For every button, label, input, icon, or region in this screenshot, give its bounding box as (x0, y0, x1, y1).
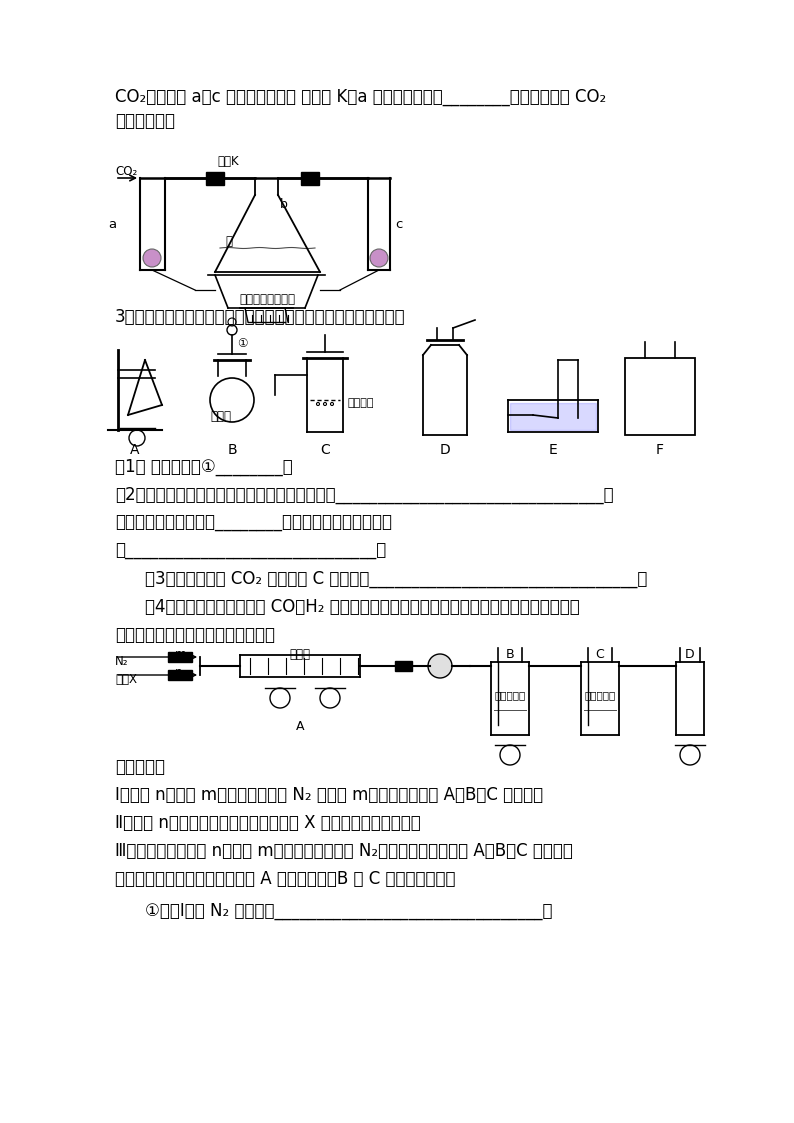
Text: D: D (440, 442, 450, 457)
Text: 气体X: 气体X (115, 673, 137, 686)
Text: m: m (175, 648, 187, 661)
Bar (168, 652, 192, 661)
Text: 无水硫酸铜: 无水硫酸铜 (495, 690, 526, 700)
Text: 干燥紫色石蕊纸花: 干燥紫色石蕊纸花 (239, 293, 295, 305)
Text: B: B (506, 648, 515, 661)
Text: C: C (320, 442, 330, 457)
Text: D: D (685, 648, 695, 661)
Text: a: a (108, 218, 116, 231)
Bar (625, 358, 695, 435)
Text: Ⅲ、停止加热，关闭 n，打开 m，再通一段时间的 N₂。再次分别称量装置 A、B、C 的质量，: Ⅲ、停止加热，关闭 n，打开 m，再通一段时间的 N₂。再次分别称量装置 A、B… (115, 842, 573, 860)
Bar (395, 661, 412, 672)
Text: A: A (130, 442, 140, 457)
Text: 称量结果前后对比，发现反应后 A 处质量减少，B 和 C 处质量都增加。: 称量结果前后对比，发现反应后 A 处质量减少，B 和 C 处质量都增加。 (115, 870, 456, 888)
Text: 棉花团: 棉花团 (210, 410, 231, 423)
Text: 要收集纯净的氧气选用________装置，反应的化学方程式: 要收集纯净的氧气选用________装置，反应的化学方程式 (115, 514, 392, 532)
Circle shape (143, 249, 161, 267)
Bar (168, 670, 192, 681)
Text: 气密性良好，每一步均能完全反应）: 气密性良好，每一步均能完全反应） (115, 626, 275, 643)
Text: 氧化铜: 氧化铜 (290, 648, 310, 661)
Text: 水: 水 (225, 235, 232, 248)
Text: ①步骤Ⅰ中通 N₂ 的目的是________________________________。: ①步骤Ⅰ中通 N₂ 的目的是__________________________… (145, 902, 553, 920)
Text: F: F (656, 442, 664, 457)
Text: 为______________________________。: 为______________________________。 (115, 542, 386, 560)
Circle shape (428, 654, 452, 678)
Bar (206, 172, 224, 185)
Text: 多孔隔板: 多孔隔板 (347, 398, 373, 408)
Text: Ⅰ、关闭 n，打开 m，通入一段时间 N₂ 后关闭 m。分别称量装置 A、B、C 的质量。: Ⅰ、关闭 n，打开 m，通入一段时间 N₂ 后关闭 m。分别称量装置 A、B、C… (115, 786, 543, 804)
Text: （3）实验室制取 CO₂ 选用装置 C 的优点是________________________________。: （3）实验室制取 CO₂ 选用装置 C 的优点是________________… (145, 570, 647, 588)
Text: Ⅱ、打开 n，分别点燃两处酒精灯；通入 X 气体观察，记录现象。: Ⅱ、打开 n，分别点燃两处酒精灯；通入 X 气体观察，记录现象。 (115, 814, 421, 832)
Text: E: E (549, 442, 557, 457)
Text: 澄清石灰水: 澄清石灰水 (584, 690, 615, 700)
Bar (301, 172, 319, 185)
Text: 能与水反应。: 能与水反应。 (115, 112, 175, 130)
Text: 实验步骤：: 实验步骤： (115, 758, 165, 776)
Text: 3．化学实验是科学探究的重要手段，请根据下列装置图回答问题: 3．化学实验是科学探究的重要手段，请根据下列装置图回答问题 (115, 308, 406, 326)
Circle shape (370, 249, 388, 267)
Text: n: n (175, 666, 183, 679)
Text: CO₂: CO₂ (115, 165, 137, 179)
Text: A: A (295, 720, 304, 733)
Text: （2）用高锰酸锇制取氧气，试管口放棉花的作用________________________________，: （2）用高锰酸锇制取氧气，试管口放棉花的作用__________________… (115, 486, 614, 504)
Text: N₂: N₂ (115, 655, 129, 668)
Text: B: B (227, 442, 237, 457)
Text: c: c (395, 218, 403, 231)
Text: CO₂，观察到 a、c 中纸花均不变色 再打开 K，a 中纸花逐渐变为________，由此证明了 CO₂: CO₂，观察到 a、c 中纸花均不变色 再打开 K，a 中纸花逐渐变为_____… (115, 88, 607, 106)
Text: （4）某可燃性气体可能是 CO、H₂ 中的一种或两种，为探究其成分，进行如下实验。（装置: （4）某可燃性气体可能是 CO、H₂ 中的一种或两种，为探究其成分，进行如下实验… (145, 599, 580, 617)
Text: （1） 付器名称：①________。: （1） 付器名称：①________。 (115, 458, 293, 476)
Text: b: b (280, 198, 288, 211)
Text: C: C (596, 648, 604, 661)
Text: 开关K: 开关K (218, 155, 239, 168)
Text: ①: ① (237, 337, 248, 350)
